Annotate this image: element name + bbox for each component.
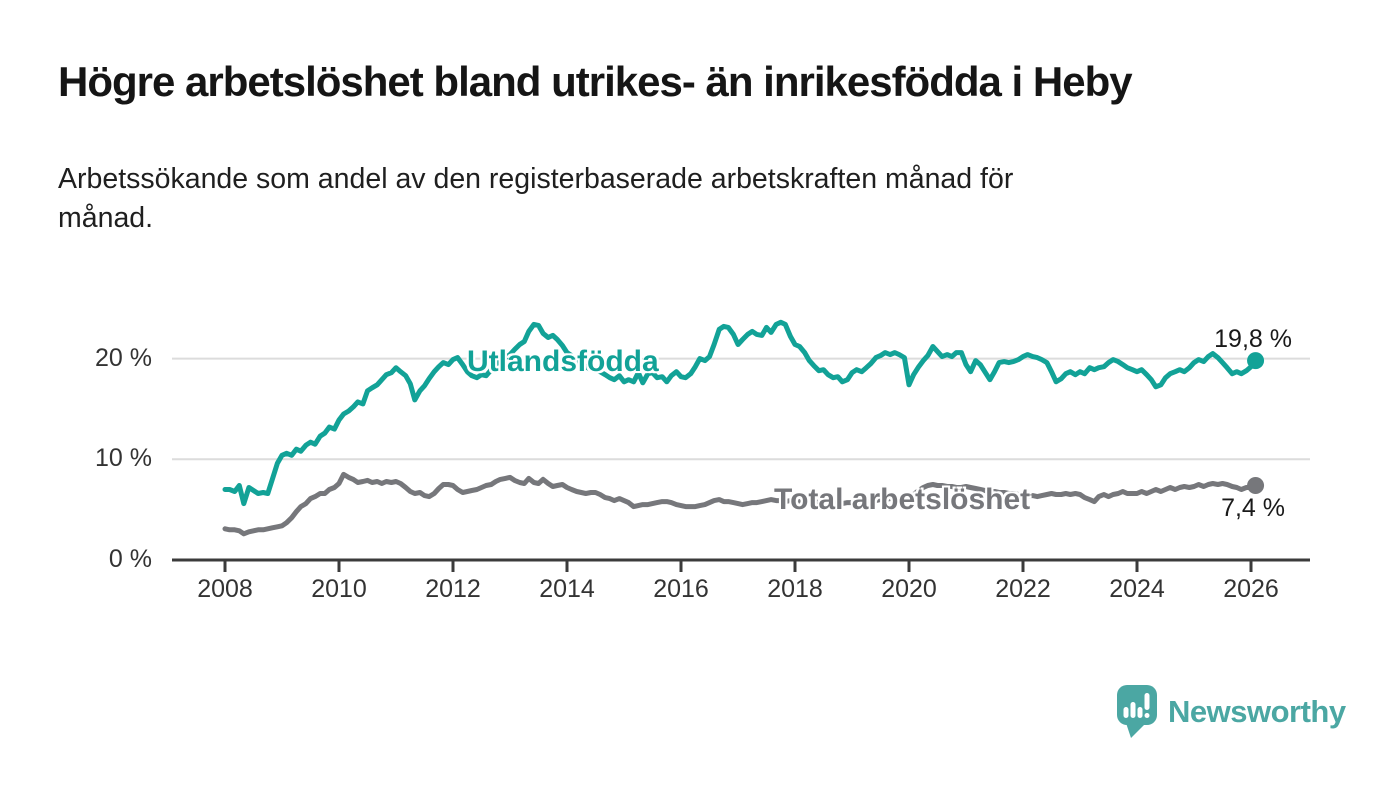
series-line-total: [222, 471, 1259, 537]
y-axis-label-10: 10 %: [95, 444, 152, 473]
newsworthy-wordmark: Newsworthy: [1168, 694, 1346, 729]
series-end-dot-total: [1247, 476, 1265, 494]
end-value-label-total: 7,4 %: [1221, 494, 1285, 522]
y-axis-label-20: 20 %: [95, 343, 152, 372]
page-subtitle: Arbetssökande som andel av den registerb…: [58, 160, 1278, 239]
newsworthy-logo-icon: [1117, 685, 1157, 738]
x-axis-label-2008: 2008: [197, 575, 253, 603]
x-axis-label-2016: 2016: [653, 575, 709, 603]
x-axis-label-2018: 2018: [767, 575, 823, 603]
subtitle-line-2: månad.: [58, 202, 154, 235]
series-label-utlandsfodda: Utlandsfödda: [467, 345, 659, 378]
page-title: Högre arbetslöshet bland utrikes- än inr…: [58, 58, 1133, 105]
series-label-total-arbetsloshet: Total arbetslöshet: [774, 483, 1031, 516]
newsworthy-branding: Newsworthy: [1116, 684, 1346, 740]
subtitle-line-1: Arbetssökande som andel av den registerb…: [58, 163, 1014, 195]
y-axis-label-0: 0 %: [108, 545, 152, 573]
x-axis-label-2026: 2026: [1223, 575, 1279, 603]
x-axis-label-2024: 2024: [1109, 575, 1165, 603]
series-line-utlandsfodda: [222, 319, 1259, 507]
x-axis-label-2014: 2014: [539, 575, 595, 603]
end-value-label-utlandsfodda: 19,8 %: [1214, 325, 1292, 353]
x-axis-label-2020: 2020: [881, 575, 937, 603]
x-axis-label-2010: 2010: [311, 575, 367, 603]
series-end-dot-utlandsfodda: [1247, 352, 1265, 370]
x-axis-label-2012: 2012: [425, 575, 481, 603]
x-axis-label-2022: 2022: [995, 575, 1051, 603]
